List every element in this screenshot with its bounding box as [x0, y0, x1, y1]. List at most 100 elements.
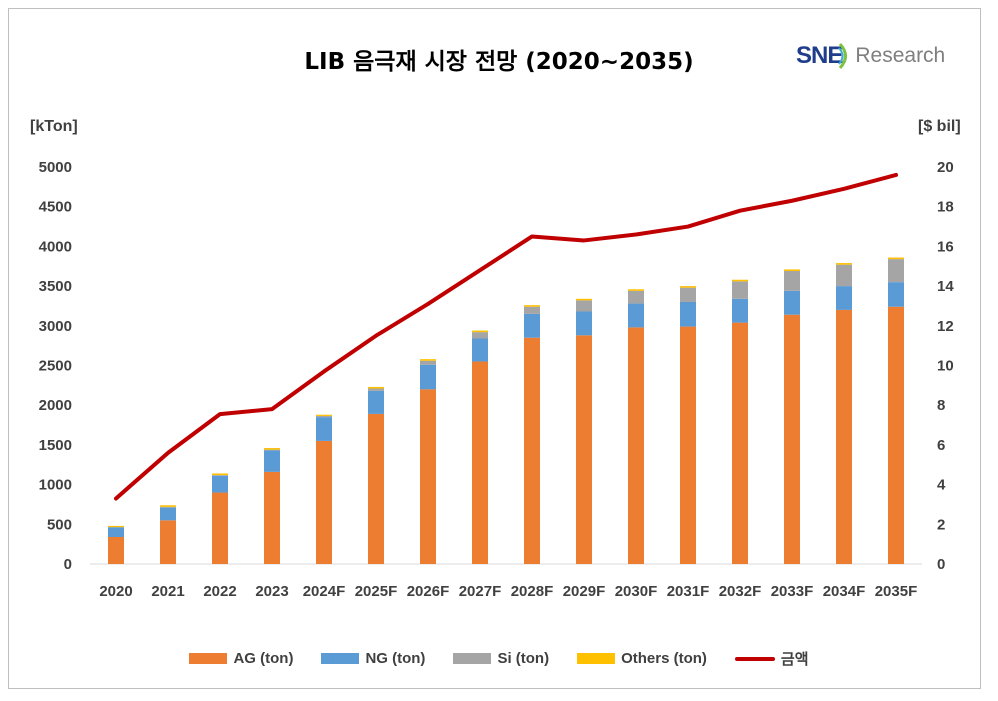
bar-si [160, 506, 176, 508]
left-axis-tick-label: 2000 [39, 397, 72, 414]
legend: AG (ton) NG (ton) Si (ton) Others (ton) … [0, 648, 998, 669]
chart-frame [8, 8, 981, 689]
bar-ag [784, 314, 800, 564]
bar-ag [212, 492, 228, 564]
bar-others [784, 269, 800, 272]
x-axis-tick-label: 2024F [303, 583, 346, 600]
bar-others [576, 298, 592, 301]
bar-ag [160, 520, 176, 564]
bar-others [472, 330, 488, 333]
bar-si [212, 475, 228, 476]
legend-swatch-ag [189, 653, 228, 664]
right-axis-tick-label: 18 [937, 199, 954, 216]
bar-si [472, 332, 488, 339]
right-axis-tick-label: 0 [937, 556, 945, 573]
bar-others [524, 305, 540, 307]
bar-ag [108, 537, 124, 564]
x-axis-tick-label: 2023 [255, 583, 288, 600]
legend-item-others: Others (ton) [577, 648, 707, 669]
bar-si [888, 259, 904, 283]
bar-ng [784, 290, 800, 315]
legend-item-ng: NG (ton) [321, 648, 425, 669]
x-axis-tick-label: 2020 [99, 583, 132, 600]
x-axis-tick-label: 2025F [355, 583, 398, 600]
right-axis-tick-label: 4 [937, 477, 946, 494]
bar-others [680, 286, 696, 288]
bar-ag [732, 322, 748, 564]
bar-ng [836, 286, 852, 310]
bar-ag [316, 440, 332, 564]
right-axis-tick-label: 10 [937, 358, 954, 375]
logo-sne-text: SNE [796, 42, 843, 69]
legend-label-others: Others (ton) [621, 650, 707, 667]
right-axis-tick-label: 14 [937, 278, 954, 295]
left-axis-tick-label: 1000 [39, 477, 72, 494]
right-axis-tick-label: 20 [937, 159, 954, 176]
bar-ng [628, 303, 644, 328]
legend-label-amount: 금액 [780, 651, 809, 668]
legend-label-ng: NG (ton) [365, 650, 426, 667]
bar-si [576, 300, 592, 312]
sne-research-logo: SNE Research [796, 36, 945, 76]
left-axis-tick-label: 0 [64, 556, 72, 573]
left-axis-tick-label: 5000 [39, 159, 72, 176]
x-axis-tick-label: 2021 [151, 583, 184, 600]
bar-ng [888, 282, 904, 307]
amount-line [114, 172, 898, 501]
bar-si [264, 449, 280, 451]
right-axis-tick-label: 12 [937, 318, 954, 335]
bar-ng [680, 301, 696, 327]
chart-title: LIB 음극재 시장 전망 (2020~2035) [304, 49, 694, 75]
bar-others [628, 289, 644, 291]
legend-item-si: Si (ton) [453, 648, 549, 669]
bar-ng [368, 390, 384, 414]
bar-si [732, 281, 748, 299]
bar-others [420, 359, 436, 361]
legend-swatch-ng [321, 653, 360, 664]
right-axis-unit: [$ bil] [918, 118, 961, 135]
bar-ag [524, 337, 540, 564]
bar-others [836, 263, 852, 265]
x-axis-tick-label: 2029F [563, 583, 606, 600]
left-axis-tick-label: 1500 [39, 437, 72, 454]
bar-others [316, 414, 332, 416]
x-axis-tick-label: 2027F [459, 583, 502, 600]
bar-others [160, 505, 176, 507]
bar-ng [576, 311, 592, 336]
bar-si [628, 290, 644, 304]
x-axis-tick-label: 2031F [667, 583, 710, 600]
bar-si [316, 415, 332, 418]
legend-label-ag: AG (ton) [233, 650, 294, 667]
bar-others [212, 473, 228, 476]
bar-si [784, 271, 800, 291]
left-axis-tick-label: 2500 [39, 358, 72, 375]
bar-ng [316, 417, 332, 441]
bar-ng [524, 313, 540, 338]
bar-ng [732, 298, 748, 323]
bar-ng [108, 527, 124, 538]
bar-ng [212, 475, 228, 493]
left-axis-tick-label: 4000 [39, 238, 72, 255]
x-axis-tick-label: 2033F [771, 583, 814, 600]
bar-si [368, 388, 384, 391]
bar-ag [420, 389, 436, 564]
bar-si [524, 306, 540, 314]
right-axis-tick-label: 6 [937, 437, 945, 454]
bar-others [888, 257, 904, 260]
x-axis-tick-label: 2030F [615, 583, 658, 600]
bar-ag [264, 471, 280, 564]
legend-swatch-others [577, 653, 616, 664]
left-axis-tick-label: 3500 [39, 278, 72, 295]
bar-si [108, 527, 124, 528]
legend-label-si: Si (ton) [497, 650, 550, 667]
bar-si [420, 360, 436, 365]
bar-ng [264, 450, 280, 472]
x-axis-tick-label: 2026F [407, 583, 450, 600]
bar-ng [472, 338, 488, 362]
x-axis-tick-label: 2032F [719, 583, 762, 600]
bar-others [368, 386, 384, 389]
bar-ag [836, 309, 852, 564]
bar-si [680, 287, 696, 302]
left-axis-tick-label: 3000 [39, 318, 72, 335]
